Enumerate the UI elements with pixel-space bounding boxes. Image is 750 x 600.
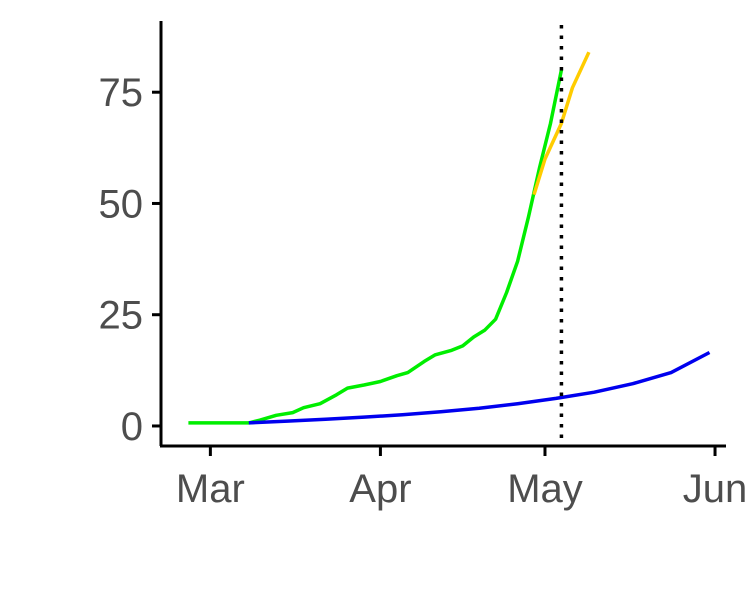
x-tick-label: May [507, 467, 583, 511]
x-tick-label: Jun [683, 467, 748, 511]
y-tick-label: 0 [121, 405, 143, 449]
plot-area [188, 51, 711, 425]
x-tick-label: Mar [176, 467, 245, 511]
series-line-2 [532, 51, 591, 196]
series-line-3 [248, 350, 711, 425]
y-tick-label: 50 [99, 182, 144, 226]
x-axis-ticks: Mar Apr May Jun [176, 446, 747, 511]
series-line-1 [188, 69, 564, 425]
x-tick-label: Apr [349, 467, 411, 511]
y-axis-ticks: 0 25 50 75 [99, 71, 161, 449]
y-tick-label: 25 [99, 294, 144, 338]
y-tick-label: 75 [99, 71, 144, 115]
